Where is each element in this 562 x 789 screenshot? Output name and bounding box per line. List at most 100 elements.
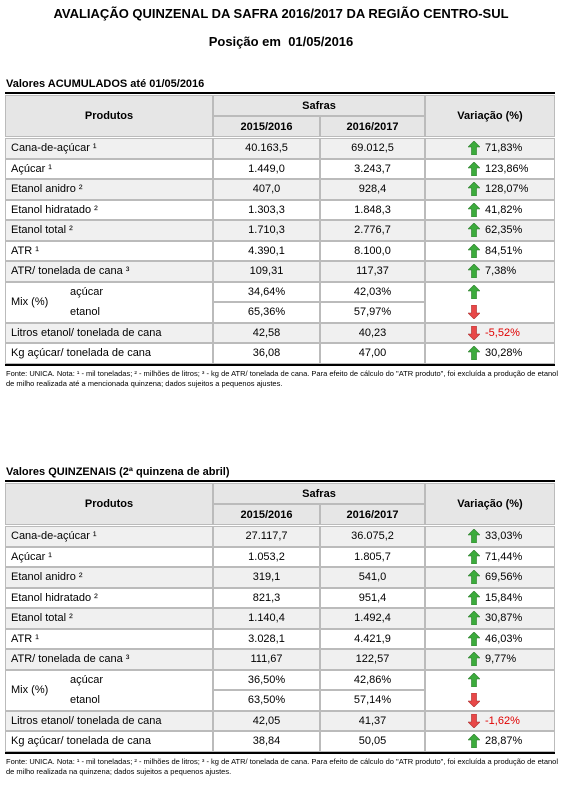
row-label: Litros etanol/ tonelada de cana [5,710,213,731]
variation [425,526,555,547]
variation [425,587,555,608]
trend-arrow [468,182,480,196]
row-label: Kg açúcar/ tonelada de cana [5,731,213,752]
trend-arrow [468,243,480,258]
value: 541,0 [320,567,425,588]
value: 2.776,7 [320,220,425,241]
row-label: Etanol total ² [5,608,213,629]
variation-text: -5,52% [485,326,520,339]
value: 3.028,1 [213,628,320,649]
trend-arrow [468,611,480,625]
variation [425,138,555,159]
section-title: Valores ACUMULADOS até 01/05/2016 [6,78,205,90]
subtitle: Posição em 01/05/2016 [0,34,562,49]
variation [425,158,555,179]
value: 1.053,2 [213,546,320,567]
value: 69.012,5 [320,138,425,159]
trend-arrow [468,264,480,278]
value: 50,05 [320,731,425,752]
value: 57,97% [320,302,425,323]
header-cell: 2015/2016 [213,504,320,525]
trend-arrow [468,549,480,564]
header-cell: 2016/2017 [320,116,425,137]
rule [5,363,555,366]
variation-text: 46,03% [485,632,523,645]
rule [5,751,555,754]
trend-arrow [468,713,480,728]
variation [425,199,555,220]
variation [425,343,555,364]
trend-arrow [468,223,480,237]
variation [425,546,555,567]
row-label: Kg açúcar/ tonelada de cana [5,343,213,364]
row-label: Etanol anidro ² [5,567,213,588]
header-cell: Safras [213,483,425,504]
value: 42,58 [213,322,320,343]
trend-arrow [468,346,480,360]
row-label: Etanol total ² [5,220,213,241]
value: 319,1 [213,567,320,588]
row-label: Mix (%) [5,669,213,711]
variation [425,628,555,649]
sub-label: açúcar [70,285,104,298]
value: 122,57 [320,649,425,670]
variation-text: 71,83% [485,142,523,155]
variation-text: 84,51% [485,244,523,257]
value: 38,84 [213,731,320,752]
value: 42,86% [320,669,425,690]
sub-label: etanol [70,694,100,707]
value: 36,08 [213,343,320,364]
variation [425,608,555,629]
variation [425,281,555,323]
rule [5,480,555,482]
variation [425,261,555,282]
trend-arrow [468,161,480,176]
header-cell: Produtos [5,95,213,137]
variation-text: 123,86% [485,162,529,175]
row-label: Mix (%) [5,281,213,323]
trend-arrow [468,734,480,748]
value: 42,03% [320,281,425,302]
date: 01/05/2016 [288,34,354,49]
value: 36.075,2 [320,526,425,547]
variation-text: 41,82% [485,203,523,216]
value: 951,4 [320,587,425,608]
value: 4.390,1 [213,240,320,261]
row-label: ATR/ tonelada de cana ³ [5,261,213,282]
trend-arrow [468,284,480,299]
variation-text: 62,35% [485,224,523,237]
value: 928,4 [320,179,425,200]
title: AVALIAÇÃO QUINZENAL DA SAFRA 2016/2017 D… [53,6,509,21]
value: 1.710,3 [213,220,320,241]
variation-text: 9,77% [485,653,517,666]
subtitle-label: Posição em [208,34,281,49]
value: 117,37 [320,261,425,282]
value: 27.117,7 [213,526,320,547]
variation-text: 30,87% [485,612,523,625]
trend-arrow [468,305,480,319]
value: 42,05 [213,710,320,731]
value: 1.303,3 [213,199,320,220]
row-label: Cana-de-açúcar ¹ [5,526,213,547]
row-label: Etanol hidratado ² [5,199,213,220]
row-label: ATR/ tonelada de cana ³ [5,649,213,670]
row-label: ATR ¹ [5,628,213,649]
value: 111,67 [213,649,320,670]
footnote: Fonte: UNICA. Nota: ¹ - mil toneladas; ²… [6,756,558,776]
value: 1.848,3 [320,199,425,220]
sub-label: etanol [70,306,100,319]
value: 40,23 [320,322,425,343]
variation [425,669,555,711]
section-title: Valores QUINZENAIS (2ª quinzena de abril… [6,466,230,478]
variation [425,322,555,343]
header-cell: Produtos [5,483,213,525]
header-cell: Variação (%) [425,95,555,137]
value: 41,37 [320,710,425,731]
value: 8.100,0 [320,240,425,261]
variation-text: 28,87% [485,735,523,748]
variation [425,710,555,731]
header-cell: Safras [213,95,425,116]
variation-text: 33,03% [485,530,523,543]
value: 4.421,9 [320,628,425,649]
